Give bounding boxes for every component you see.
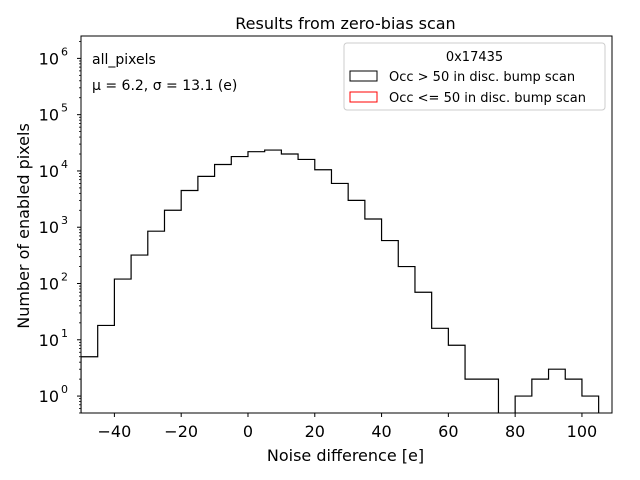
y-tick-exponent: 4 bbox=[61, 158, 68, 171]
legend-entry-label: Occ <= 50 in disc. bump scan bbox=[389, 91, 586, 106]
y-tick-exponent: 5 bbox=[61, 102, 68, 115]
x-tick-label: 0 bbox=[243, 422, 253, 441]
y-tick-label: 10 bbox=[39, 331, 59, 350]
legend-swatch bbox=[349, 70, 378, 82]
y-tick-exponent: 2 bbox=[61, 271, 68, 284]
legend-box bbox=[343, 42, 606, 111]
y-tick-label: 10 bbox=[39, 218, 59, 237]
legend-entry-label: Occ > 50 in disc. bump scan bbox=[389, 70, 575, 85]
y-tick-label: 10 bbox=[39, 49, 59, 68]
x-axis-label: Noise difference [e] bbox=[267, 446, 424, 465]
y-tick-exponent: 3 bbox=[61, 214, 68, 227]
legend: 0x17435 Occ > 50 in disc. bump scan Occ <=… bbox=[343, 42, 606, 111]
x-tick-label: −40 bbox=[98, 422, 132, 441]
x-tick-label: 80 bbox=[505, 422, 525, 441]
x-tick-label: 100 bbox=[567, 422, 598, 441]
x-tick-label: 20 bbox=[305, 422, 325, 441]
stats-label: μ = 6.2, σ = 13.1 (e) bbox=[92, 78, 237, 94]
y-tick-exponent: 0 bbox=[61, 383, 68, 396]
y-tick-label: 10 bbox=[39, 162, 59, 181]
histogram-series-0 bbox=[81, 149, 600, 413]
y-tick-label: 10 bbox=[39, 275, 59, 294]
y-tick-label: 10 bbox=[39, 106, 59, 125]
group-label: all_pixels bbox=[92, 52, 156, 68]
y-tick-label: 10 bbox=[39, 387, 59, 406]
annotations: all_pixels μ = 6.2, σ = 13.1 (e) bbox=[92, 52, 237, 94]
x-tick-label: 40 bbox=[371, 422, 391, 441]
y-axis-label: Number of enabled pixels bbox=[14, 123, 33, 329]
y-tick-exponent: 6 bbox=[61, 45, 68, 58]
axes-frame bbox=[80, 35, 613, 414]
x-tick-label: −20 bbox=[164, 422, 198, 441]
legend-title: 0x17435 bbox=[446, 50, 503, 65]
plot-area bbox=[81, 149, 600, 413]
legend-swatch bbox=[349, 91, 378, 103]
x-tick-label: 60 bbox=[438, 422, 458, 441]
y-tick-exponent: 1 bbox=[61, 327, 68, 340]
chart-title: Results from zero-bias scan bbox=[235, 14, 455, 33]
